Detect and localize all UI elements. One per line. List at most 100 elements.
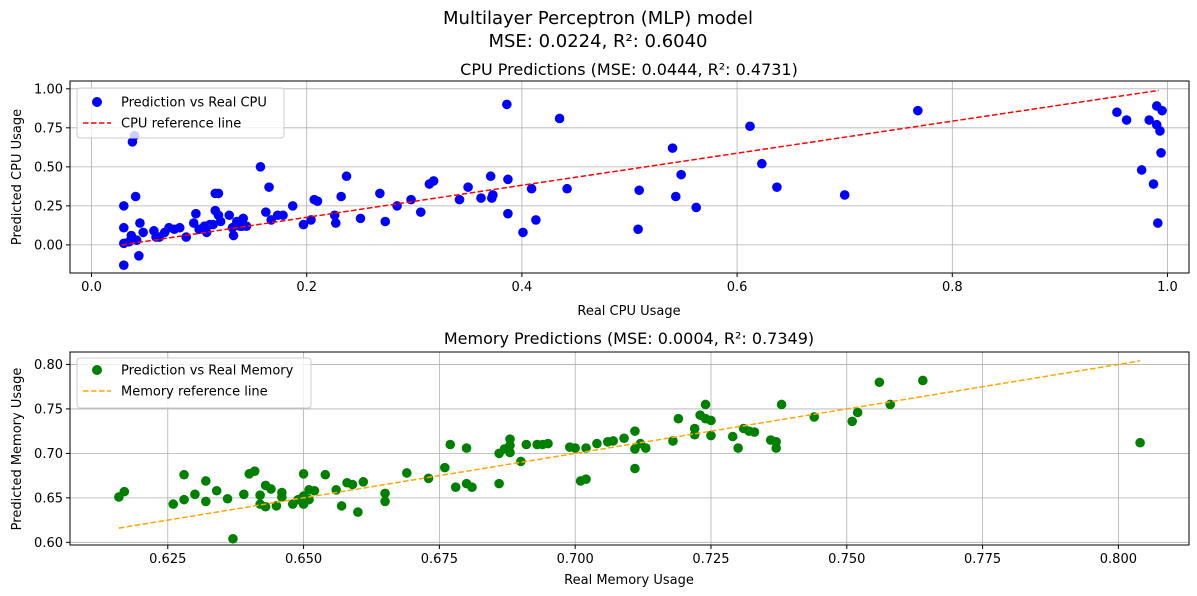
memory-plot-frame — [69, 351, 1190, 546]
memory-data-point — [255, 490, 265, 500]
memory-data-point — [179, 469, 189, 480]
figure-title-line1: Multilayer Perceptron (MLP) model — [443, 8, 753, 29]
memory-marks — [114, 360, 1145, 544]
memory-data-point — [201, 496, 211, 507]
cpu-data-point — [428, 176, 439, 186]
memory-data-point — [689, 423, 700, 434]
memory-data-point — [461, 443, 472, 453]
memory-data-point — [521, 439, 532, 450]
cpu-legend-marker-points — [92, 97, 102, 107]
cpu-data-point — [118, 201, 129, 211]
memory-data-point — [336, 501, 347, 511]
cpu-data-point — [174, 222, 185, 233]
memory-data-point — [380, 496, 390, 507]
memory-data-point — [450, 482, 461, 492]
memory-legend-marker-points — [92, 365, 102, 375]
cpu-data-point — [238, 213, 249, 224]
cpu-legend-label-line: CPU reference line — [121, 117, 241, 132]
cpu-y-tick-label: 0.75 — [34, 121, 63, 136]
cpu-data-point — [1121, 115, 1132, 125]
memory-x-tick-label: 0.800 — [1100, 552, 1137, 567]
memory-reference-line — [118, 360, 1141, 529]
cpu-y-axis-label: Predicted CPU Usage — [10, 109, 25, 245]
memory-data-point — [581, 443, 591, 453]
cpu-data-point — [138, 227, 148, 238]
memory-data-point — [347, 479, 358, 490]
memory-data-point — [630, 426, 640, 436]
memory-data-point — [543, 438, 553, 449]
memory-data-point — [277, 492, 287, 502]
cpu-y-tick-label: 0.50 — [34, 160, 63, 175]
memory-data-point — [298, 469, 309, 479]
cpu-y-tick-label: 0.00 — [34, 238, 63, 253]
memory-data-point — [119, 486, 130, 497]
memory-data-point — [179, 494, 189, 505]
cpu-y-tick-label: 0.25 — [34, 199, 63, 214]
cpu-data-point — [1152, 218, 1163, 228]
memory-data-point — [619, 433, 629, 444]
cpu-reference-line — [121, 89, 1159, 246]
cpu-data-point — [341, 171, 352, 182]
memory-data-point — [467, 482, 477, 492]
cpu-data-point — [215, 216, 226, 227]
cpu-data-point — [757, 158, 767, 169]
cpu-data-point — [330, 218, 341, 228]
memory-data-point — [271, 501, 282, 511]
memory-data-point — [592, 438, 602, 449]
memory-data-point — [440, 462, 450, 473]
cpu-data-point — [488, 190, 498, 200]
cpu-x-tick-label: 0.4 — [512, 280, 533, 295]
cpu-data-point — [1112, 107, 1122, 118]
memory-data-point — [309, 485, 320, 496]
memory-data-point — [733, 443, 743, 453]
cpu-data-point — [1156, 148, 1166, 158]
cpu-data-point — [261, 207, 271, 217]
memory-x-tick-label: 0.650 — [285, 552, 322, 567]
memory-legend: Prediction vs Real Memory Memory referen… — [76, 357, 312, 409]
cpu-data-point — [213, 188, 224, 199]
cpu-data-point — [264, 182, 274, 192]
memory-data-point — [401, 468, 412, 478]
cpu-data-point — [772, 182, 782, 192]
cpu-data-point — [526, 183, 537, 194]
memory-data-point — [608, 436, 619, 446]
cpu-data-point — [1155, 126, 1165, 136]
cpu-data-point — [1148, 179, 1159, 189]
cpu-data-point — [476, 193, 486, 203]
memory-data-point — [700, 399, 711, 410]
memory-data-point — [874, 377, 885, 388]
memory-data-point — [727, 431, 738, 442]
cpu-y-tick-label: 1.00 — [34, 82, 63, 97]
cpu-data-point — [485, 171, 496, 182]
cpu-data-point — [1136, 165, 1147, 175]
cpu-data-point — [224, 210, 235, 221]
memory-data-point — [581, 474, 591, 484]
cpu-data-point — [503, 208, 513, 219]
memory-y-axis-label: Predicted Memory Usage — [10, 368, 25, 531]
memory-data-point — [445, 439, 456, 450]
memory-data-point — [771, 437, 781, 447]
memory-x-tick-label: 0.625 — [149, 552, 186, 567]
cpu-chart-title: CPU Predictions (MSE: 0.0444, R²: 0.4731… — [460, 60, 798, 79]
cpu-data-point — [1144, 115, 1154, 125]
cpu-data-point — [518, 227, 528, 238]
cpu-data-point — [336, 191, 346, 202]
cpu-legend: Prediction vs Real CPU CPU reference lin… — [76, 87, 285, 139]
cpu-plot-frame — [69, 80, 1190, 274]
cpu-x-tick-label: 0.0 — [81, 280, 102, 295]
memory-data-point — [516, 456, 526, 467]
memory-y-tick-label: 0.75 — [34, 402, 63, 417]
memory-chart-title: Memory Predictions (MSE: 0.0004, R²: 0.7… — [444, 329, 814, 348]
cpu-data-point — [670, 191, 681, 202]
cpu-data-point — [312, 196, 323, 206]
cpu-legend-box — [76, 87, 285, 139]
cpu-data-point — [287, 201, 298, 211]
cpu-data-point — [554, 113, 565, 124]
memory-legend-label-points: Prediction vs Real Memory — [121, 364, 294, 379]
cpu-x-tick-label: 1.0 — [1157, 280, 1178, 295]
cpu-data-point — [691, 202, 702, 213]
cpu-data-point — [278, 210, 288, 221]
cpu-x-axis-label: Real CPU Usage — [577, 304, 680, 319]
memory-data-point — [239, 489, 249, 500]
